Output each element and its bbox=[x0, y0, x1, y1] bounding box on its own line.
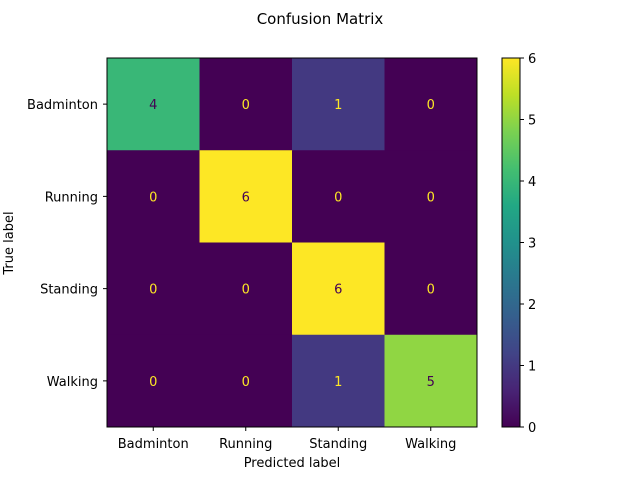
x-axis-label: Predicted label bbox=[244, 456, 341, 471]
cell-value-label: 5 bbox=[427, 375, 435, 390]
cell-value-label: 0 bbox=[149, 375, 157, 390]
cell-value-label: 0 bbox=[149, 283, 157, 298]
cell-value-label: 1 bbox=[334, 98, 342, 113]
heatmap-cell bbox=[384, 334, 478, 428]
heatmap-cells bbox=[107, 58, 478, 428]
y-tick-label: Running bbox=[45, 190, 98, 205]
heatmap-cell bbox=[107, 334, 200, 428]
cell-value-label: 0 bbox=[242, 375, 250, 390]
heatmap-cell bbox=[384, 150, 478, 243]
heatmap-cell bbox=[107, 58, 200, 151]
cell-value-label: 6 bbox=[334, 283, 342, 298]
colorbar bbox=[501, 57, 521, 428]
heatmap-cell bbox=[107, 242, 200, 336]
cell-value-label: 1 bbox=[334, 375, 342, 390]
cell-value-label: 0 bbox=[242, 98, 250, 113]
colorbar-tick-label: 6 bbox=[528, 52, 536, 67]
x-axis-ticks: Badminton Running Standing Walking bbox=[118, 427, 456, 452]
x-tick-label: Badminton bbox=[118, 437, 189, 452]
chart-title: Confusion Matrix bbox=[257, 10, 384, 28]
x-tick-label: Walking bbox=[405, 437, 456, 452]
heatmap-cell bbox=[199, 150, 293, 243]
y-axis-label: True label bbox=[2, 211, 17, 275]
heatmap-cell-labels: 4 0 1 0 0 6 0 0 0 0 6 0 0 0 1 5 bbox=[149, 98, 435, 390]
y-tick-label: Walking bbox=[47, 375, 98, 390]
y-tick-label: Standing bbox=[40, 283, 98, 298]
heatmap-cell bbox=[107, 150, 200, 243]
y-axis-ticks: Badminton Running Standing Walking bbox=[27, 98, 107, 390]
cell-value-label: 4 bbox=[149, 98, 157, 113]
x-tick-label: Standing bbox=[309, 437, 367, 452]
heatmap-cell bbox=[384, 58, 478, 151]
heatmap-cell bbox=[292, 334, 385, 428]
plot-frame bbox=[106, 57, 478, 428]
cell-value-label: 0 bbox=[427, 98, 435, 113]
cell-value-label: 0 bbox=[427, 190, 435, 205]
heatmap-cell bbox=[199, 242, 293, 336]
colorbar-tick-label: 0 bbox=[528, 421, 536, 436]
colorbar-tick-label: 3 bbox=[528, 237, 536, 252]
heatmap-cell bbox=[292, 58, 385, 151]
heatmap-cell bbox=[292, 150, 385, 243]
cell-value-label: 6 bbox=[242, 190, 250, 205]
heatmap-cell bbox=[199, 58, 293, 151]
colorbar-tick-label: 4 bbox=[528, 175, 536, 190]
colorbar-tick-label: 1 bbox=[528, 360, 536, 375]
heatmap-cell bbox=[384, 242, 478, 336]
cell-value-label: 0 bbox=[149, 190, 157, 205]
cell-value-label: 0 bbox=[427, 283, 435, 298]
colorbar-ticks: 0 1 2 3 4 5 6 bbox=[520, 52, 536, 436]
y-tick-label: Badminton bbox=[27, 98, 98, 113]
cell-value-label: 0 bbox=[242, 283, 250, 298]
cell-value-label: 0 bbox=[334, 190, 342, 205]
colorbar-tick-label: 5 bbox=[528, 114, 536, 129]
x-tick-label: Running bbox=[219, 437, 272, 452]
heatmap-cell bbox=[292, 242, 385, 336]
colorbar-tick-label: 2 bbox=[528, 298, 536, 313]
heatmap-cell bbox=[199, 334, 293, 428]
